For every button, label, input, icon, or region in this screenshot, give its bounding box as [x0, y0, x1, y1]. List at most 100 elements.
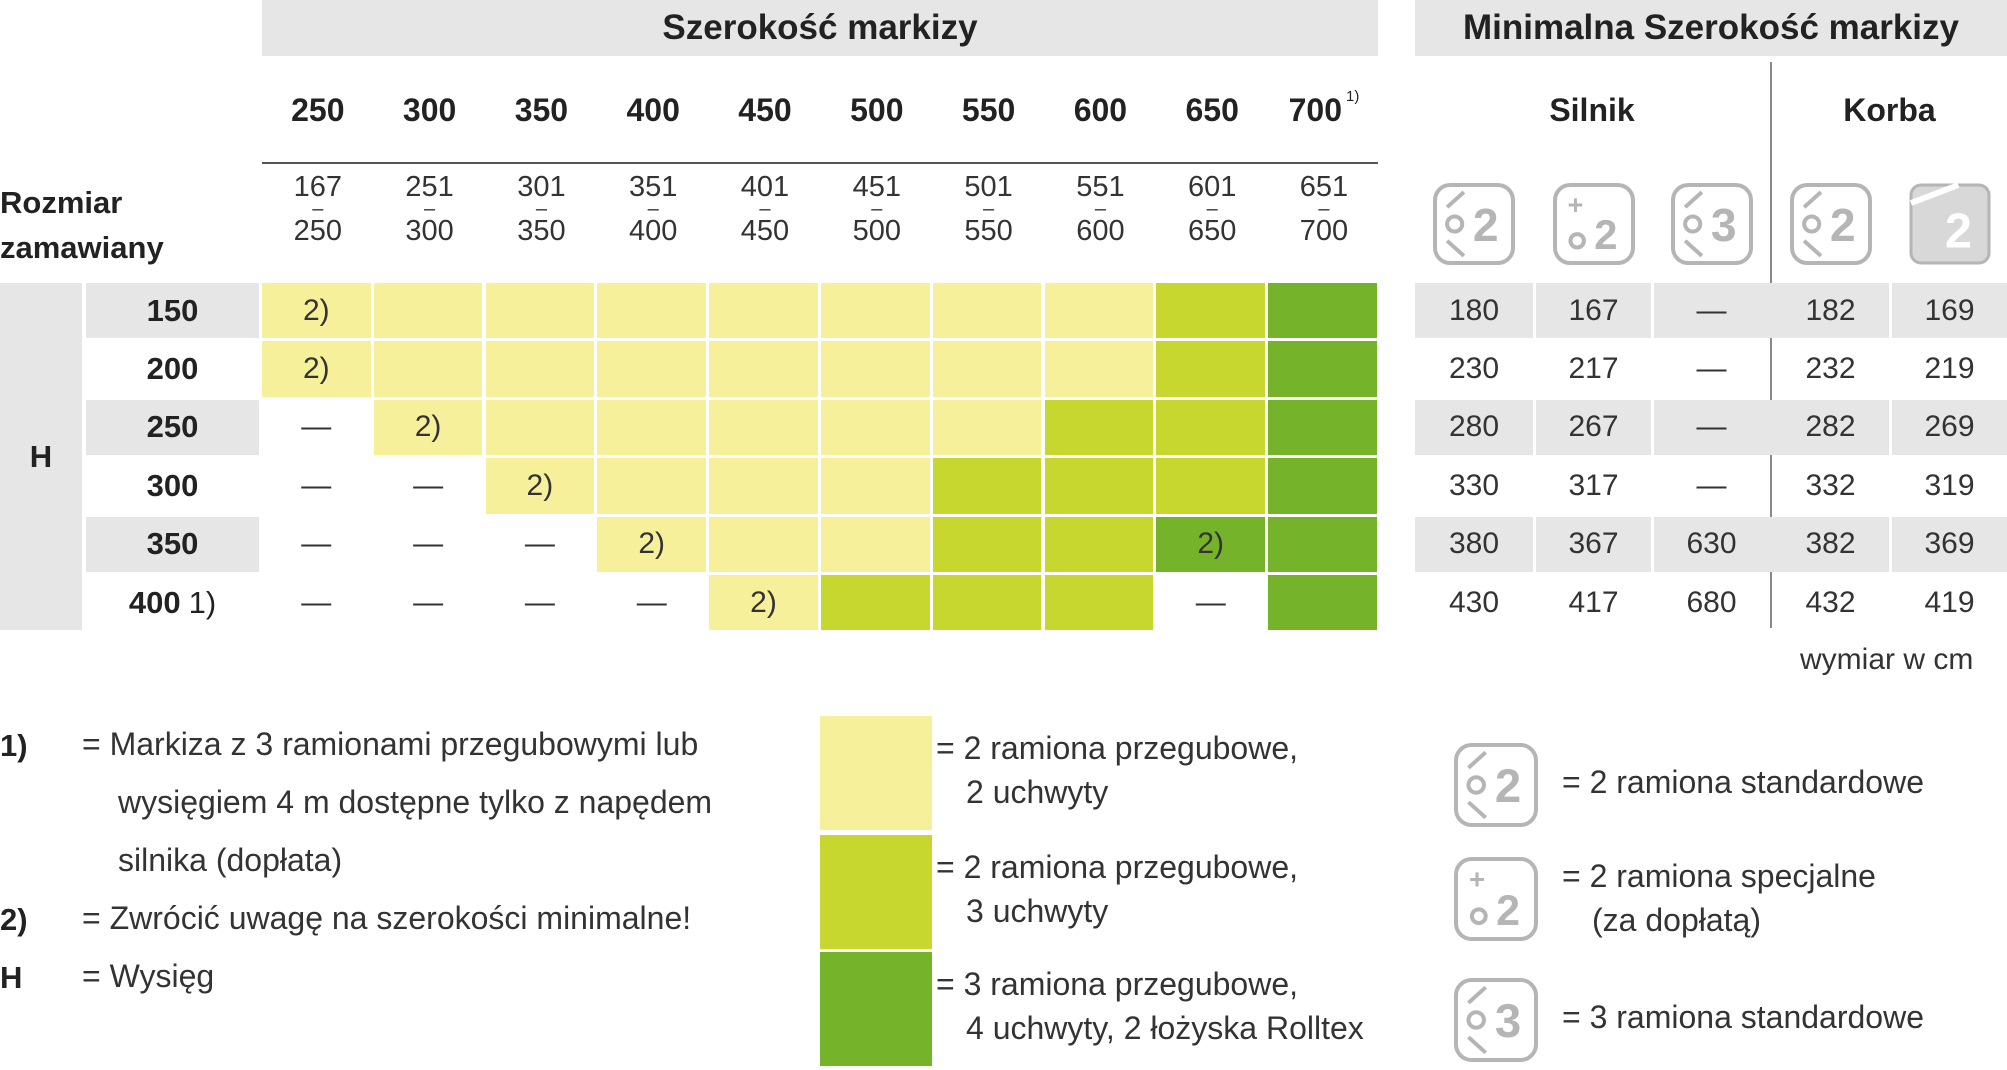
grid-cell — [821, 283, 930, 339]
legend-swatch — [820, 835, 932, 949]
width-range-to: 500 — [852, 215, 901, 247]
grid-cell: 2) — [485, 458, 595, 514]
width-col-label: 350 — [514, 92, 569, 128]
width-col-label: 600 — [1073, 92, 1128, 128]
row-h-value: 300 — [146, 467, 199, 503]
grid-cell: — — [301, 410, 332, 444]
grid-cell — [1156, 458, 1265, 514]
grid-cell — [821, 575, 930, 631]
legend-label: (za dopłatą) — [1592, 902, 1761, 938]
grid-cell — [1044, 341, 1154, 397]
grid-cell — [932, 341, 1042, 397]
grid-cell — [597, 341, 706, 397]
min-width-title-band: Minimalna Szerokość markizy — [1415, 0, 2007, 56]
grid-cell — [1268, 283, 1377, 339]
svg-text:2: 2 — [1496, 887, 1520, 935]
svg-text:2: 2 — [1473, 199, 1499, 251]
min-cell: 369 — [1924, 527, 1975, 561]
grid-cell — [821, 399, 930, 456]
width-range-dash: – — [535, 198, 547, 220]
grid-cell: 2) — [1156, 516, 1265, 572]
arm-2-standard-icon: 2 — [1789, 182, 1873, 266]
min-cell: 319 — [1924, 468, 1975, 502]
grid-cell — [597, 458, 706, 514]
min-col-gap — [1889, 283, 1892, 634]
grid-cell — [932, 283, 1042, 339]
width-range-from: 451 — [852, 171, 901, 203]
width-range-from: 167 — [293, 171, 342, 203]
row-header-h250: 250 — [86, 399, 259, 456]
silnik-korba-divider — [1770, 62, 1772, 628]
grid-cell — [1268, 458, 1377, 514]
grid-cell: — — [413, 527, 444, 561]
min-cell: 219 — [1924, 352, 1975, 386]
svg-text:2: 2 — [1594, 211, 1617, 258]
width-range-dash: – — [1094, 198, 1106, 220]
grid-cell — [1044, 458, 1154, 514]
order-size-line1: Rozmiar — [0, 185, 123, 220]
grid-cell — [932, 399, 1042, 456]
grid-cell: — — [413, 468, 444, 502]
width-range: 167–250 — [262, 172, 374, 246]
width-range-dash: – — [1318, 198, 1330, 220]
width-range-to: 600 — [1076, 215, 1125, 247]
footnote-text: = Wysięg — [82, 958, 215, 994]
legend-swatch — [820, 716, 932, 830]
footnote-text: = Zwrócić uwagę na szerokości minimalne! — [82, 900, 692, 936]
width-col-label: 650 — [1185, 92, 1239, 128]
order-size-label: Rozmiar zamawiany — [0, 180, 164, 270]
footnote-key: H — [0, 960, 23, 995]
width-range-to: 550 — [964, 215, 1013, 247]
grid-cell — [1156, 399, 1265, 456]
width-col-label: 550 — [961, 92, 1016, 128]
row-header-h200: 200 — [86, 341, 259, 397]
width-range-from: 651 — [1299, 171, 1349, 203]
width-range: 301–350 — [486, 172, 598, 246]
width-range-dash: – — [424, 198, 436, 220]
grid-cell: 2) — [373, 399, 483, 456]
width-col-header: 700 1) — [1268, 88, 1380, 129]
legend-label: = 2 ramiona przegubowe, — [936, 730, 1298, 766]
grid-cell — [1156, 341, 1265, 397]
min-cell: 269 — [1924, 410, 1975, 444]
grid-cell — [1044, 516, 1154, 572]
width-col-header: 600 — [1045, 92, 1157, 129]
min-cell: 317 — [1568, 468, 1619, 502]
min-cell: 167 — [1568, 293, 1619, 327]
grid-cell: — — [301, 527, 332, 561]
min-cell: 332 — [1805, 468, 1856, 502]
legend-swatch — [820, 952, 932, 1066]
width-range-dash: – — [1206, 198, 1218, 220]
row-header-h350: 350 — [86, 516, 259, 572]
grid-cell — [821, 458, 930, 514]
min-cell: — — [1696, 352, 1727, 386]
grid-cell: 2) — [709, 575, 818, 631]
grid-cell — [932, 458, 1042, 514]
grid-cell — [1268, 516, 1377, 572]
svg-text:+: + — [1469, 864, 1485, 895]
svg-text:2: 2 — [1829, 199, 1855, 251]
min-row — [1415, 516, 2007, 572]
min-cell: 430 — [1448, 585, 1500, 619]
footnote-text: silnika (dopłata) — [118, 842, 343, 878]
grid-cell — [709, 458, 818, 514]
arm-3-standard-icon: 3 — [1670, 182, 1754, 266]
grid-cell — [1268, 341, 1377, 397]
unit-note: wymiar w cm — [1800, 643, 1974, 676]
min-cell: — — [1696, 410, 1727, 444]
legend-label: = 3 ramiona standardowe — [1562, 999, 1924, 1035]
svg-text:3: 3 — [1710, 199, 1736, 251]
min-cell: 630 — [1686, 527, 1737, 561]
grid-cell — [709, 341, 818, 397]
width-col-label: 300 — [402, 92, 457, 128]
min-cell: 169 — [1924, 293, 1975, 327]
arm-3-standard-icon: 3 — [1453, 977, 1539, 1063]
grid-cell — [1044, 575, 1154, 631]
order-size-line2: zamawiany — [0, 230, 164, 265]
width-col-header: 500 — [821, 92, 933, 129]
silnik-header: Silnik — [1549, 92, 1635, 128]
min-cell: 232 — [1805, 352, 1856, 386]
grid-cell — [1044, 283, 1154, 339]
width-range-to: 300 — [405, 215, 454, 247]
svg-text:3: 3 — [1495, 995, 1521, 1048]
